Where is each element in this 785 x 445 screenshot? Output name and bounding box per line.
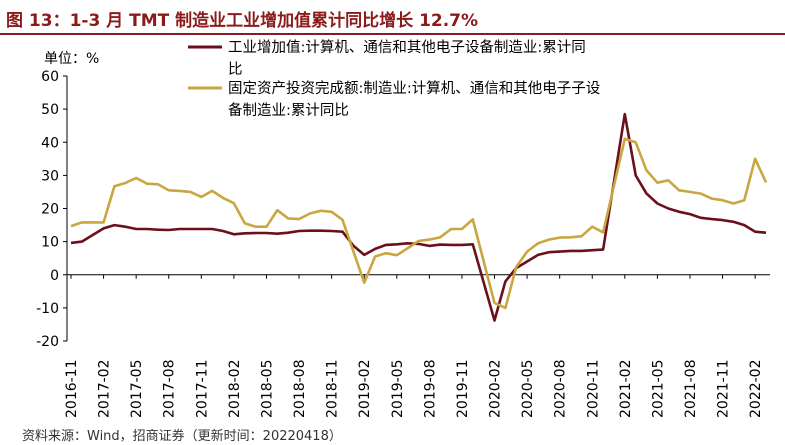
x-tick-label: 2019-05 <box>390 360 406 419</box>
y-tick-label: 10 <box>41 235 59 251</box>
x-tick-label: 2017-05 <box>129 360 145 419</box>
x-tick-label: 2020-11 <box>585 360 601 419</box>
x-tick-label: 2019-02 <box>357 360 373 419</box>
x-tick-labels: 2016-11 2017-02 2017-05 2017-08 2017-11 2018-… <box>64 360 764 419</box>
series-line-2 <box>70 137 768 310</box>
legend-label-2: 备制造业:累计同比 <box>228 102 349 119</box>
x-tick-label: 2021-11 <box>716 360 732 419</box>
legend-label-1: 工业增加值:计算机、通信和其他电子设备制造业:累计同 <box>228 39 586 56</box>
x-tick-label: 2017-08 <box>162 360 178 419</box>
axes <box>63 75 770 342</box>
x-tick-label: 2020-02 <box>488 360 504 419</box>
source-note: 资料来源：Wind，招商证券（更新时间：20220418） <box>22 429 342 444</box>
x-tick-label: 2018-11 <box>325 360 341 419</box>
x-tick-label: 2018-08 <box>292 360 308 419</box>
x-tick-label: 2017-02 <box>97 360 113 419</box>
y-tick-label: 60 <box>41 69 59 85</box>
x-tick-label: 2020-08 <box>553 360 569 419</box>
legend: 工业增加值:计算机、通信和其他电子设备制造业:累计同比固定资产投资完成额:制造业… <box>188 39 600 119</box>
x-tick-label: 2018-02 <box>227 360 243 419</box>
y-tick-label: 20 <box>41 202 59 218</box>
y-tick-label: 30 <box>41 168 59 184</box>
x-tick-label: 2019-08 <box>422 360 438 419</box>
x-tick-label: 2020-05 <box>520 360 536 419</box>
legend-label-2: 固定资产投资完成额:制造业:计算机、通信和其他电子子设 <box>228 80 600 97</box>
chart-title: 图 13：1-3 月 TMT 制造业工业增加值累计同比增长 12.7% <box>6 11 479 31</box>
legend-label-1: 比 <box>228 61 243 78</box>
x-tick-label: 2018-05 <box>259 360 275 419</box>
series-line-1 <box>70 112 767 322</box>
x-tick-label: 2021-08 <box>683 360 699 419</box>
x-tick-label: 2021-05 <box>650 360 666 419</box>
x-tick-label: 2016-11 <box>64 360 80 419</box>
x-tick-label: 2019-11 <box>455 360 471 419</box>
y-tick-label: 0 <box>50 268 59 284</box>
series-lines <box>70 112 768 322</box>
x-tick-label: 2021-02 <box>618 360 634 419</box>
y-tick-label: -10 <box>36 301 59 317</box>
y-tick-labels: 60 50 40 30 20 10 0 -10 -20 <box>36 69 59 350</box>
title-divider <box>0 33 785 35</box>
y-tick-label: 50 <box>41 102 59 118</box>
x-tick-label: 2022-02 <box>748 360 764 419</box>
y-tick-label: 40 <box>41 135 59 151</box>
x-tick-label: 2017-11 <box>194 360 210 419</box>
y-tick-label: -20 <box>36 334 59 350</box>
unit-label: 单位：% <box>44 51 100 67</box>
